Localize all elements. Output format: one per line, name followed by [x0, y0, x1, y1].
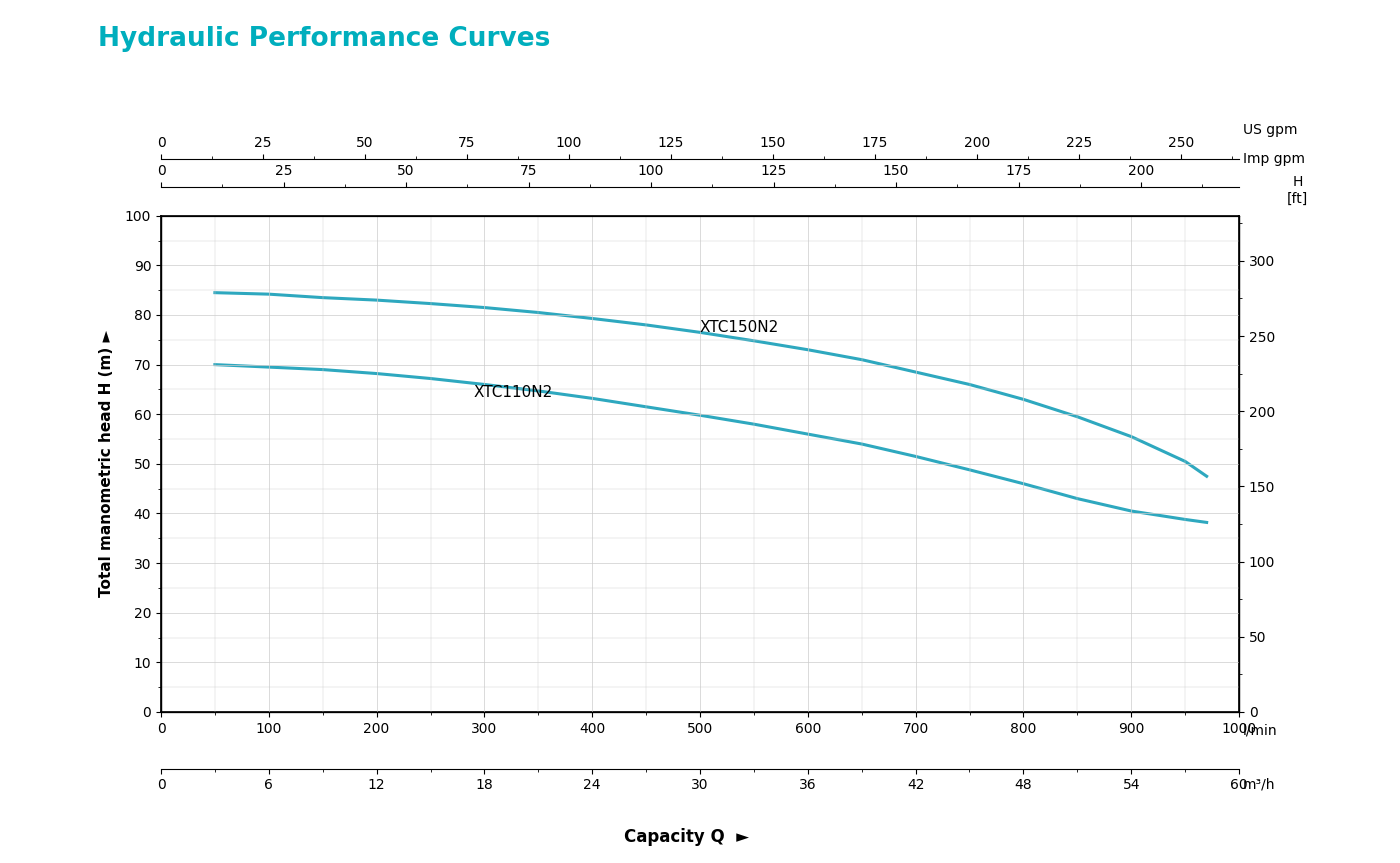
Text: H
[ft]: H [ft] — [1287, 175, 1309, 205]
Text: XTC110N2: XTC110N2 — [473, 385, 553, 400]
Text: Capacity Q  ►: Capacity Q ► — [623, 828, 749, 846]
Text: l/min: l/min — [1243, 724, 1278, 738]
Text: Imp gpm: Imp gpm — [1243, 152, 1305, 166]
Text: Hydraulic Performance Curves: Hydraulic Performance Curves — [98, 26, 550, 52]
Y-axis label: Total manometric head H (m) ►: Total manometric head H (m) ► — [99, 331, 113, 597]
Text: US gpm: US gpm — [1243, 123, 1298, 137]
Text: m³/h: m³/h — [1243, 778, 1275, 791]
Text: XTC150N2: XTC150N2 — [700, 320, 780, 336]
